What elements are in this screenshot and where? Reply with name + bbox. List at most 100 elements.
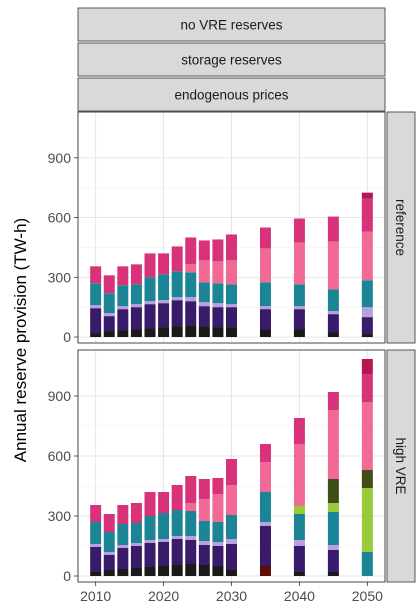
- bar-segment-teal: [117, 285, 129, 307]
- bar-segment-purple: [226, 544, 237, 570]
- column-strip-1: [77, 7, 386, 42]
- bar-segment-lavender: [144, 540, 156, 543]
- bar-segment-black: [144, 328, 156, 338]
- bar-2040: [293, 418, 305, 576]
- bar-segment-lavender: [212, 542, 224, 546]
- bar-segment-magenta: [259, 444, 271, 462]
- bar-segment-black: [198, 565, 210, 576]
- bar-segment-purple: [361, 317, 373, 335]
- bar-segment-lime: [327, 503, 339, 512]
- bar-2050: [361, 192, 373, 338]
- bar-segment-lavender: [226, 304, 237, 308]
- bar-segment-pink: [185, 503, 197, 511]
- bar-segment-magenta: [144, 253, 156, 278]
- bar-segment-teal: [171, 510, 183, 536]
- bar-segment-purple: [259, 526, 271, 566]
- bar-segment-lavender: [90, 305, 102, 309]
- row-strip-label: high VRE: [393, 437, 408, 494]
- bar-segment-teal: [259, 492, 271, 522]
- bar-segment-teal: [158, 274, 170, 301]
- bar-segment-teal: [158, 513, 170, 539]
- bar-segment-pink: [185, 264, 197, 273]
- bar-segment-teal: [212, 522, 224, 542]
- bar-2010: [90, 266, 102, 338]
- bar-segment-purple: [327, 314, 339, 333]
- bar-segment-teal: [361, 552, 373, 576]
- bar-segment-magenta: [103, 514, 115, 532]
- bar-segment-magenta: [130, 264, 142, 285]
- row-strip-label: reference: [393, 199, 408, 256]
- bar-2028: [212, 478, 224, 576]
- bar-segment-purple: [171, 539, 183, 565]
- bar-segment-purple: [212, 307, 224, 328]
- y-axis-title: Annual reserve provision (TW-h): [11, 218, 30, 462]
- y-tick-label: 300: [48, 508, 72, 524]
- bar-segment-lavender: [171, 536, 183, 539]
- bar-segment-black: [171, 326, 183, 338]
- bar-segment-black: [226, 327, 237, 338]
- bar-segment-lavender: [103, 552, 115, 555]
- bar-2045: [327, 216, 339, 338]
- y-tick-label: 300: [48, 269, 72, 285]
- bar-segment-purple: [117, 309, 129, 331]
- bar-segment-magenta: [90, 266, 102, 284]
- bar-segment-magenta: [361, 374, 373, 402]
- x-tick-label: 2010: [80, 588, 111, 604]
- x-tick-label: 2050: [352, 588, 383, 604]
- bar-segment-lavender: [130, 543, 142, 546]
- bar-2026: [198, 240, 210, 338]
- bar-segment-purple: [158, 542, 170, 566]
- column-strip-label: no VRE reserves: [180, 18, 282, 33]
- bar-segment-purple: [103, 316, 115, 332]
- bar-segment-magenta: [327, 392, 339, 410]
- bar-segment-magenta: [171, 246, 183, 272]
- bar-segment-purple: [158, 303, 170, 328]
- bar-segment-pink: [198, 499, 210, 521]
- x-tick-label: 2020: [148, 588, 179, 604]
- bar-segment-purple: [226, 307, 237, 328]
- bar-segment-purple: [144, 304, 156, 329]
- bar-segment-purple: [198, 306, 210, 327]
- bar-segment-teal: [90, 283, 102, 306]
- bar-segment-magenta: [158, 253, 170, 275]
- column-strip-label: storage reserves: [181, 53, 282, 68]
- bar-segment-lavender: [361, 307, 373, 318]
- bar-segment-pink: [293, 242, 305, 285]
- bar-segment-magenta: [198, 240, 210, 261]
- bar-segment-black: [117, 569, 129, 576]
- bar-2014: [117, 266, 129, 338]
- bar-segment-purple: [212, 546, 224, 566]
- bar-segment-magenta: [130, 503, 142, 523]
- bar-segment-black: [130, 329, 142, 338]
- column-strip-3: [77, 77, 386, 112]
- bar-2022: [171, 485, 183, 576]
- bar-segment-black: [293, 329, 305, 338]
- column-strip-label: endogenous prices: [174, 88, 288, 103]
- bar-segment-magenta: [171, 485, 183, 510]
- bar-segment-lavender: [198, 302, 210, 307]
- column-strips: no VRE reserves storage reserves endogenou…: [77, 7, 386, 112]
- bar-2045: [327, 392, 339, 576]
- y-tick-label: 600: [48, 448, 72, 464]
- bar-segment-lavender: [327, 311, 339, 315]
- row-strip: [386, 111, 416, 344]
- bar-segment-olive: [361, 470, 373, 488]
- bar-2026: [198, 479, 210, 576]
- bar-segment-teal: [226, 284, 237, 305]
- bar-segment-purple: [327, 550, 339, 572]
- bar-segment-lavender: [226, 539, 237, 544]
- bar-2018: [144, 492, 156, 576]
- bar-segment-pink: [226, 485, 237, 515]
- bar-segment-black: [144, 567, 156, 576]
- bar-segment-black: [185, 325, 197, 338]
- bar-segment-magenta: [198, 479, 210, 499]
- bar-2022: [171, 246, 183, 338]
- bar-segment-black: [361, 334, 373, 338]
- y-tick-label: 900: [48, 388, 72, 404]
- bar-segment-black: [103, 570, 115, 576]
- bar-segment-lime: [361, 488, 373, 552]
- y-axis-title-text: Annual reserve provision (TW-h): [11, 218, 30, 462]
- bar-2030: [226, 459, 237, 576]
- bar-segment-pink: [293, 444, 305, 506]
